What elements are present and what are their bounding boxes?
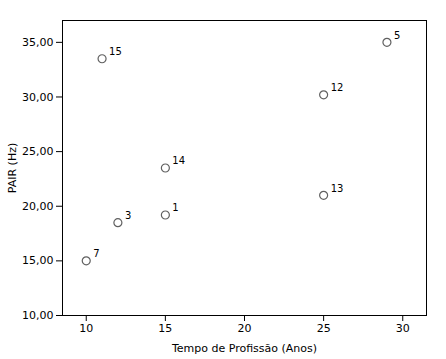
svg-text:PAIR (Hz): PAIR (Hz) <box>6 143 19 193</box>
svg-text:20,00: 20,00 <box>22 200 54 213</box>
svg-text:10: 10 <box>79 322 93 335</box>
svg-text:13: 13 <box>331 183 344 194</box>
svg-text:35,00: 35,00 <box>22 36 54 49</box>
svg-text:30: 30 <box>396 322 410 335</box>
svg-text:15: 15 <box>158 322 172 335</box>
svg-text:10,00: 10,00 <box>22 309 54 322</box>
svg-text:5: 5 <box>394 30 400 41</box>
svg-text:25,00: 25,00 <box>22 145 54 158</box>
svg-text:15,00: 15,00 <box>22 254 54 267</box>
svg-text:3: 3 <box>125 210 131 221</box>
svg-text:15: 15 <box>109 46 122 57</box>
svg-text:1: 1 <box>172 202 178 213</box>
svg-text:25: 25 <box>317 322 331 335</box>
svg-text:30,00: 30,00 <box>22 91 54 104</box>
svg-text:Tempo de Profissão (Anos): Tempo de Profissão (Anos) <box>171 342 317 355</box>
svg-text:14: 14 <box>172 155 185 166</box>
svg-text:7: 7 <box>93 248 99 259</box>
svg-text:20: 20 <box>238 322 252 335</box>
svg-text:12: 12 <box>331 82 344 93</box>
